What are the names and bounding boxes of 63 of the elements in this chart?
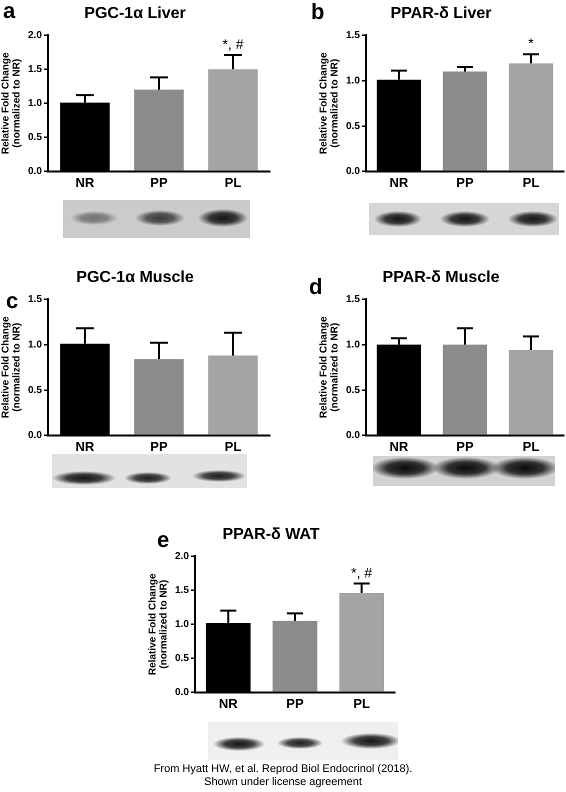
text: e <box>157 527 170 552</box>
x-tick-label: PP <box>150 438 168 454</box>
y-tick-label: 0.5 <box>174 653 190 664</box>
y-tick-label: 0.5 <box>346 120 360 132</box>
y-axis-title: Relative Fold Change (normalized to NR) <box>318 52 340 154</box>
y-tick-label: 1.0 <box>346 75 360 86</box>
y-axis-title: Relative Fold Change (normalized to NR) <box>0 316 22 418</box>
chart-title: PPAR-δ WAT <box>222 526 320 544</box>
text: Shown under license agreement <box>203 776 363 789</box>
text: From Hyatt HW, et al. Reprod Biol Endocrinol (2018). <box>152 763 414 776</box>
x-tick-label: PL <box>224 438 242 454</box>
bar <box>208 69 258 171</box>
y-tick-label: 1.5 <box>28 294 42 305</box>
x-tick-label: PP <box>150 174 168 190</box>
y-tick-label: 0.0 <box>346 430 360 442</box>
y-tick-label: 1.0 <box>346 339 360 350</box>
y-tick-label: 1.5 <box>346 294 360 305</box>
y-tick-label: 2.0 <box>174 550 190 562</box>
x-tick-label: NR <box>218 696 238 711</box>
x-tick-label: PL <box>224 174 242 190</box>
x-tick-label: NR <box>390 174 409 190</box>
x-tick-label: PL <box>522 438 540 454</box>
y-axis-title: Relative Fold Change (normalized to NR) <box>0 52 22 154</box>
chart-title: PGC-1α Muscle <box>76 269 194 286</box>
y-axis-title: Relative Fold Change (normalized to NR) <box>318 316 340 418</box>
y-tick-label: 1.5 <box>346 30 360 41</box>
x-tick-label: NR <box>76 174 95 190</box>
x-tick-label: NR <box>76 438 95 454</box>
bar <box>134 359 184 435</box>
y-tick-label: 1.0 <box>174 619 190 630</box>
y-tick-label: 0.0 <box>346 166 360 178</box>
y-tick-label: 1.5 <box>174 585 190 596</box>
y-tick-label: 0.5 <box>28 132 42 144</box>
x-tick-label: PP <box>456 174 474 190</box>
chart-title: PPAR-δ Liver <box>390 5 492 22</box>
y-tick-label: 2.0 <box>28 30 42 41</box>
y-tick-label: 0.0 <box>174 687 190 698</box>
y-tick-label: 0.5 <box>28 384 42 396</box>
y-axis-title: Relative Fold Change (normalized to NR) <box>147 573 170 676</box>
y-tick-label: 1.5 <box>28 64 42 75</box>
annotation: *, # <box>351 564 372 580</box>
y-tick-label: 0.5 <box>346 384 360 396</box>
annotation: *, # <box>222 36 244 52</box>
annotation: * <box>528 35 534 52</box>
bar <box>272 620 318 692</box>
x-tick-label: PP <box>286 696 304 711</box>
y-tick-label: 0.0 <box>28 430 42 442</box>
y-tick-label: 1.0 <box>28 339 42 350</box>
chart-title: PGC-1α Liver <box>84 5 186 22</box>
bar <box>134 90 184 171</box>
text: d <box>309 274 322 299</box>
text: b <box>311 0 324 24</box>
bar <box>339 592 384 692</box>
text: c <box>6 288 18 313</box>
x-tick-label: PL <box>522 174 540 190</box>
x-tick-label: PP <box>456 438 474 454</box>
x-tick-label: NR <box>390 438 409 454</box>
y-tick-label: 1.0 <box>28 98 42 110</box>
text: a <box>3 0 16 23</box>
y-tick-label: 0.0 <box>28 166 42 178</box>
chart-title: PPAR-δ Muscle <box>382 269 500 286</box>
bar <box>208 355 258 435</box>
x-tick-label: PL <box>353 696 370 711</box>
